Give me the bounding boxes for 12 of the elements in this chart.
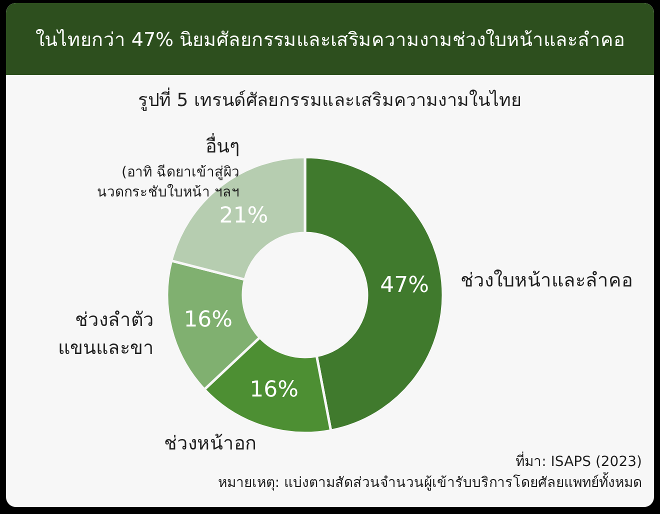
data-label: 16% xyxy=(184,307,233,332)
data-label: 21% xyxy=(219,203,268,228)
slice-label: ช่วงใบหน้าและลำคอ xyxy=(460,269,632,292)
chart-subtitle: รูปที่ 5 เทรนด์ศัลยกรรมและเสริมความงามในไทย xyxy=(138,87,522,111)
chart-title: ในไทยกว่า 47% นิยมศัลยกรรมและเสริมความงามช่วงใบหน้าและลำคอ xyxy=(35,29,625,51)
text: หมายเหตุ: แบ่งตามสัดส่วนจำนวนผู้เข้ารับบริการโดยศัลยแพทย์ทั้งหมด xyxy=(218,472,642,491)
slice-label: อื่นๆ (อาทิ ฉีดยาเข้าสู่ผิว นวดกระชับใบหน้า ฯลฯ xyxy=(96,132,240,201)
data-label: 16% xyxy=(250,378,299,403)
data-label: 47% xyxy=(380,273,430,298)
slice-label: ช่วงลำตัว แขนและขา xyxy=(58,308,154,359)
text: ที่มา: ISAPS (2023) xyxy=(516,452,642,470)
slice-label: ช่วงหน้าอก xyxy=(164,432,257,454)
